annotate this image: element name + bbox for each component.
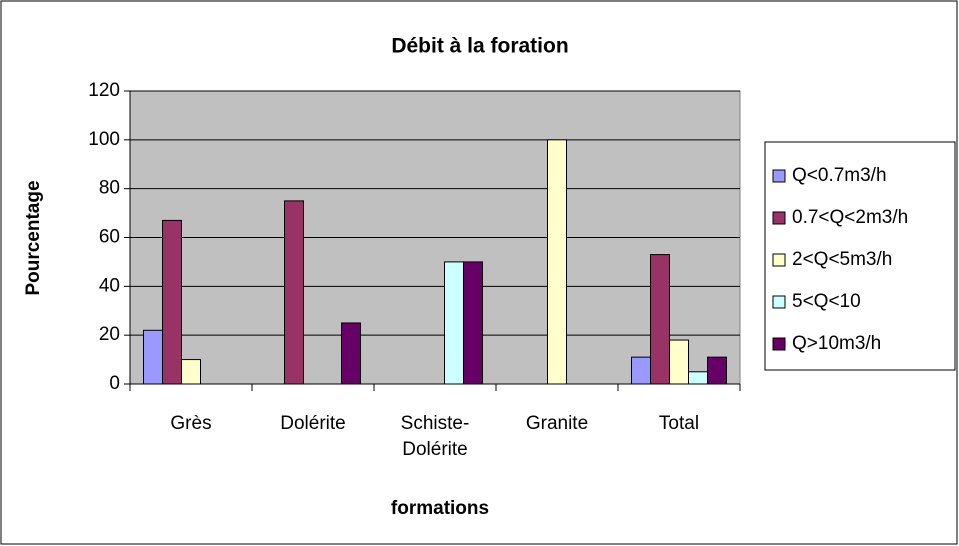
- x-tick-label: Total: [658, 413, 700, 434]
- bar: [143, 329, 163, 385]
- x-tick-label: Dolérite: [280, 413, 346, 434]
- bar: [444, 261, 464, 385]
- bar: [284, 200, 304, 385]
- legend-swatch: [772, 337, 786, 351]
- y-tick-label: 0: [109, 373, 120, 394]
- y-tick-label: 80: [99, 178, 120, 199]
- y-tick-label: 120: [88, 80, 120, 101]
- legend-swatch: [772, 169, 786, 183]
- bar: [669, 339, 689, 385]
- x-tick-label: Schiste-Dolérite: [400, 413, 470, 460]
- bar: [463, 261, 483, 385]
- chart-title: Débit à la foration: [391, 35, 568, 58]
- x-tick-label: Grès: [170, 413, 212, 434]
- bar: [341, 322, 361, 385]
- y-axis-label: Pourcentage: [23, 180, 44, 295]
- bar: [631, 356, 651, 385]
- legend-label: 2<Q<5m3/h: [792, 249, 892, 270]
- legend-label: Q<0.7m3/h: [792, 165, 887, 186]
- legend-swatch: [772, 295, 786, 309]
- y-tick-label: 40: [99, 275, 120, 296]
- legend-label: 5<Q<10: [792, 291, 861, 312]
- legend-label: Q>10m3/h: [792, 333, 881, 354]
- bar: [650, 254, 670, 385]
- legend-label: 0.7<Q<2m3/h: [792, 207, 908, 228]
- legend-swatch: [772, 253, 786, 267]
- legend-swatch: [772, 211, 786, 225]
- bar: [181, 359, 201, 385]
- bar: [707, 356, 727, 385]
- legend-box: [764, 141, 956, 371]
- y-tick-label: 60: [99, 227, 120, 248]
- x-tick-label: Granite: [525, 413, 589, 434]
- bar: [547, 139, 567, 385]
- x-axis-label: formations: [391, 498, 489, 519]
- bar: [162, 219, 182, 385]
- y-tick-label: 100: [88, 129, 120, 150]
- bar: [688, 371, 708, 385]
- y-tick-label: 20: [99, 324, 120, 345]
